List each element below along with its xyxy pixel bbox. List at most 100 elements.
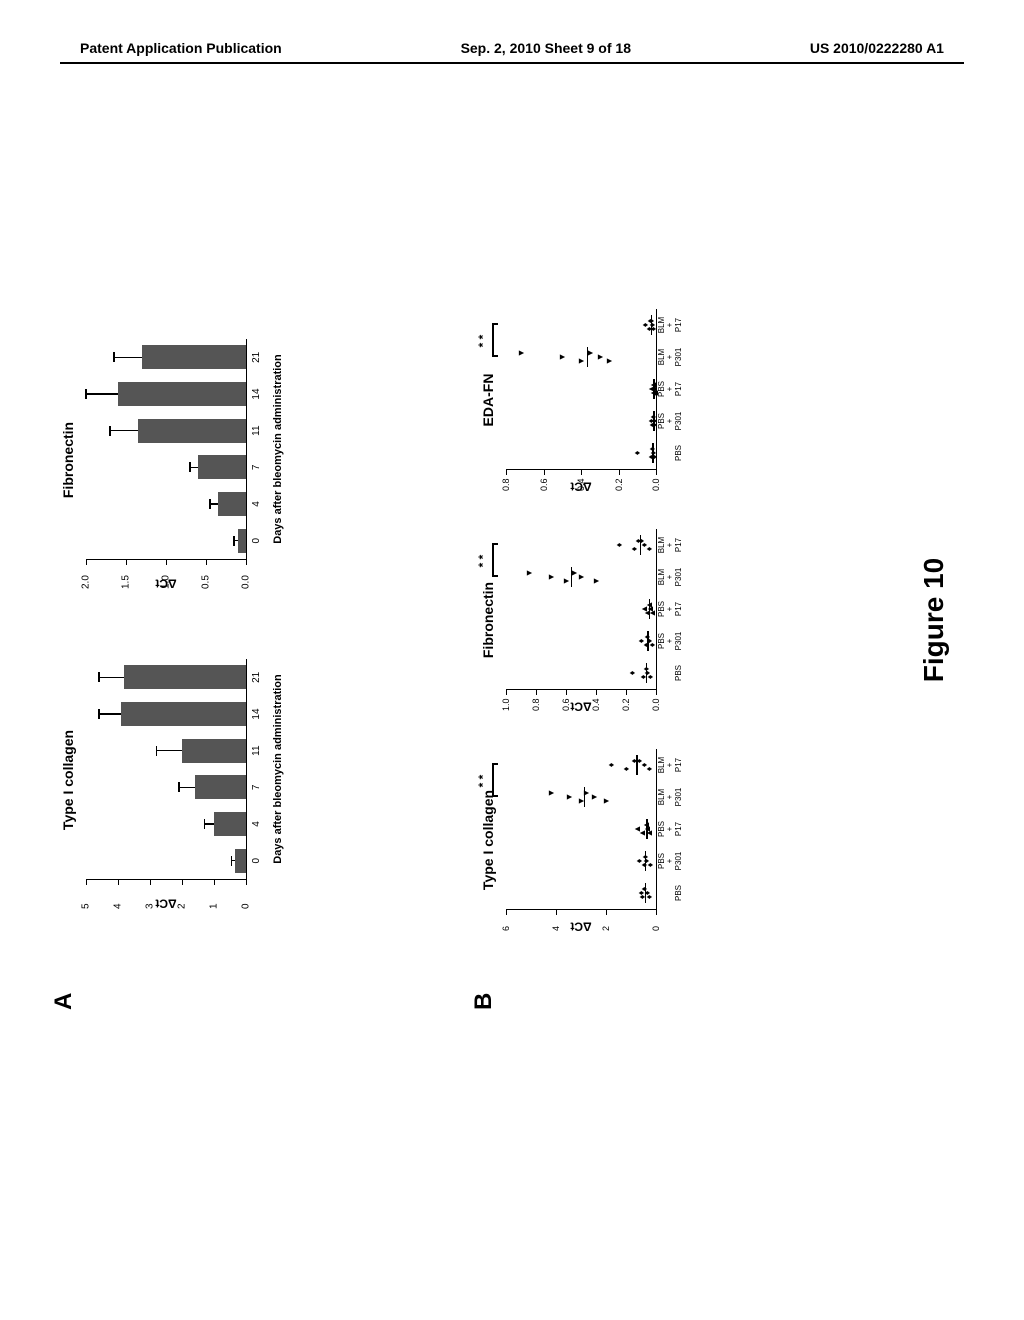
y-axis-label: ΔCt	[570, 699, 591, 713]
bar	[238, 529, 246, 553]
chart-title: Type I collagen	[60, 640, 76, 920]
data-point: ▼	[576, 357, 586, 366]
group-label: PBS	[675, 438, 684, 468]
data-point: ▼	[546, 789, 556, 798]
group-label: PBS	[675, 658, 684, 688]
median-line	[653, 411, 655, 431]
group-label: PBS+P301	[658, 626, 684, 656]
median-line	[587, 347, 589, 367]
x-tick-label: 4	[251, 501, 262, 507]
scatter-chart: EDA-FN0.00.20.40.60.8♦♦♦♦♦PBS♦♦♦♦♦PBS+P3…	[480, 300, 700, 500]
bar	[235, 849, 246, 873]
median-line	[571, 567, 573, 587]
bar	[218, 492, 246, 516]
data-point: ♦	[646, 419, 656, 424]
y-tick-label: 2.0	[81, 575, 92, 589]
y-axis-label: ΔCt	[570, 479, 591, 493]
figure-area: A Type I collagen012345047111421ΔCtDays …	[60, 260, 940, 980]
chart-title: Type I collagen	[480, 740, 496, 940]
data-point: ▼	[604, 357, 614, 366]
x-axis-label: Days after bleomycin administration	[272, 674, 284, 864]
data-point: ♦	[634, 859, 644, 864]
data-point: ♦	[621, 767, 631, 772]
bar-chart: Fibronectin 0.00.51.01.52.0047111421ΔCtDa…	[60, 320, 280, 600]
median-line	[636, 755, 638, 775]
median-line	[646, 663, 648, 683]
plot-area: 012345047111421ΔCtDays after bleomycin a…	[86, 659, 247, 880]
y-tick-label: 0	[651, 926, 661, 931]
y-tick-label: 3	[145, 903, 156, 909]
y-tick-label: 0.8	[501, 478, 511, 491]
panel-b-label: B	[470, 993, 498, 1010]
y-tick-label: 0.0	[651, 698, 661, 711]
data-point: ▼	[516, 349, 526, 358]
data-point: ▼	[524, 569, 534, 578]
group-label: BLM+P17	[658, 310, 684, 340]
median-line	[645, 851, 647, 871]
y-tick-label: 0.4	[591, 698, 601, 711]
group-label: BLM+P17	[658, 750, 684, 780]
median-line	[651, 315, 653, 335]
y-tick-label: 1.0	[501, 698, 511, 711]
y-tick-label: 0.8	[531, 698, 541, 711]
group-label: BLM+P301	[658, 782, 684, 812]
x-tick-label: 4	[251, 821, 262, 827]
median-line	[640, 535, 642, 555]
scatter-plot: 0.00.20.40.60.8♦♦♦♦♦PBS♦♦♦♦♦PBS+P301▲▲▲▲…	[506, 309, 657, 470]
data-point: ♦	[639, 863, 649, 868]
y-tick-label: 0.0	[241, 575, 252, 589]
group-label: PBS+P17	[658, 594, 684, 624]
x-tick-label: 7	[251, 465, 262, 471]
bar	[214, 812, 246, 836]
chart-title: EDA-FN	[480, 300, 496, 500]
data-point: ♦	[633, 539, 643, 544]
scatter-chart: Fibronectin0.00.20.40.60.81.0♦♦♦♦♦PBS♦♦♦…	[480, 520, 700, 720]
median-line	[645, 883, 647, 903]
data-point: ♦	[606, 763, 616, 768]
scatter-plot: 0.00.20.40.60.81.0♦♦♦♦♦PBS♦♦♦♦♦PBS+P301▲…	[506, 529, 657, 690]
group-label: PBS	[675, 878, 684, 908]
plot-area: 0.00.51.01.52.0047111421ΔCtDays after bl…	[86, 339, 247, 560]
x-tick-label: 11	[251, 425, 262, 435]
y-axis-label: ΔCt	[570, 919, 591, 933]
panel-a: A Type I collagen012345047111421ΔCtDays …	[60, 260, 440, 980]
header-right: US 2010/0222280 A1	[810, 40, 944, 56]
median-line	[649, 599, 651, 619]
group-label: BLM+P301	[658, 342, 684, 372]
data-point: ♦	[636, 639, 646, 644]
x-axis-label: Days after bleomycin administration	[272, 354, 284, 544]
x-tick-label: 14	[251, 388, 262, 399]
figure-label: Figure 10	[918, 558, 950, 682]
data-point: ▼	[591, 577, 601, 586]
data-point: ♦	[627, 671, 637, 676]
data-point: ♦	[644, 767, 654, 772]
bar	[182, 739, 246, 763]
data-point: ♦	[640, 323, 650, 328]
data-point: ▼	[561, 577, 571, 586]
bar	[124, 665, 246, 689]
x-tick-label: 14	[251, 708, 262, 719]
data-point: ▲	[639, 605, 649, 614]
chart-title: Fibronectin	[60, 320, 76, 600]
data-point: ♦	[629, 547, 639, 552]
y-tick-label: 4	[113, 903, 124, 909]
x-tick-label: 0	[251, 538, 262, 544]
panel-b-charts: Type I collagen0246♦♦♦♦♦PBS♦♦♦♦♦PBS+P301…	[480, 260, 700, 980]
bar	[121, 702, 246, 726]
group-label: PBS+P301	[658, 406, 684, 436]
panel-b: B Type I collagen0246♦♦♦♦♦PBS♦♦♦♦♦PBS+P3…	[480, 260, 860, 980]
group-label: PBS+P17	[658, 374, 684, 404]
header-center: Sep. 2, 2010 Sheet 9 of 18	[461, 40, 631, 56]
y-tick-label: 5	[81, 903, 92, 909]
group-label: PBS+P17	[658, 814, 684, 844]
bar	[142, 345, 246, 369]
median-line	[652, 443, 654, 463]
data-point: ▲	[646, 385, 656, 394]
y-tick-label: 1	[209, 903, 220, 909]
data-point: ♦	[641, 643, 651, 648]
y-tick-label: 2	[601, 926, 611, 931]
bar	[138, 419, 246, 443]
y-tick-label: 2	[177, 903, 188, 909]
bar	[195, 775, 246, 799]
data-point: ▼	[546, 573, 556, 582]
